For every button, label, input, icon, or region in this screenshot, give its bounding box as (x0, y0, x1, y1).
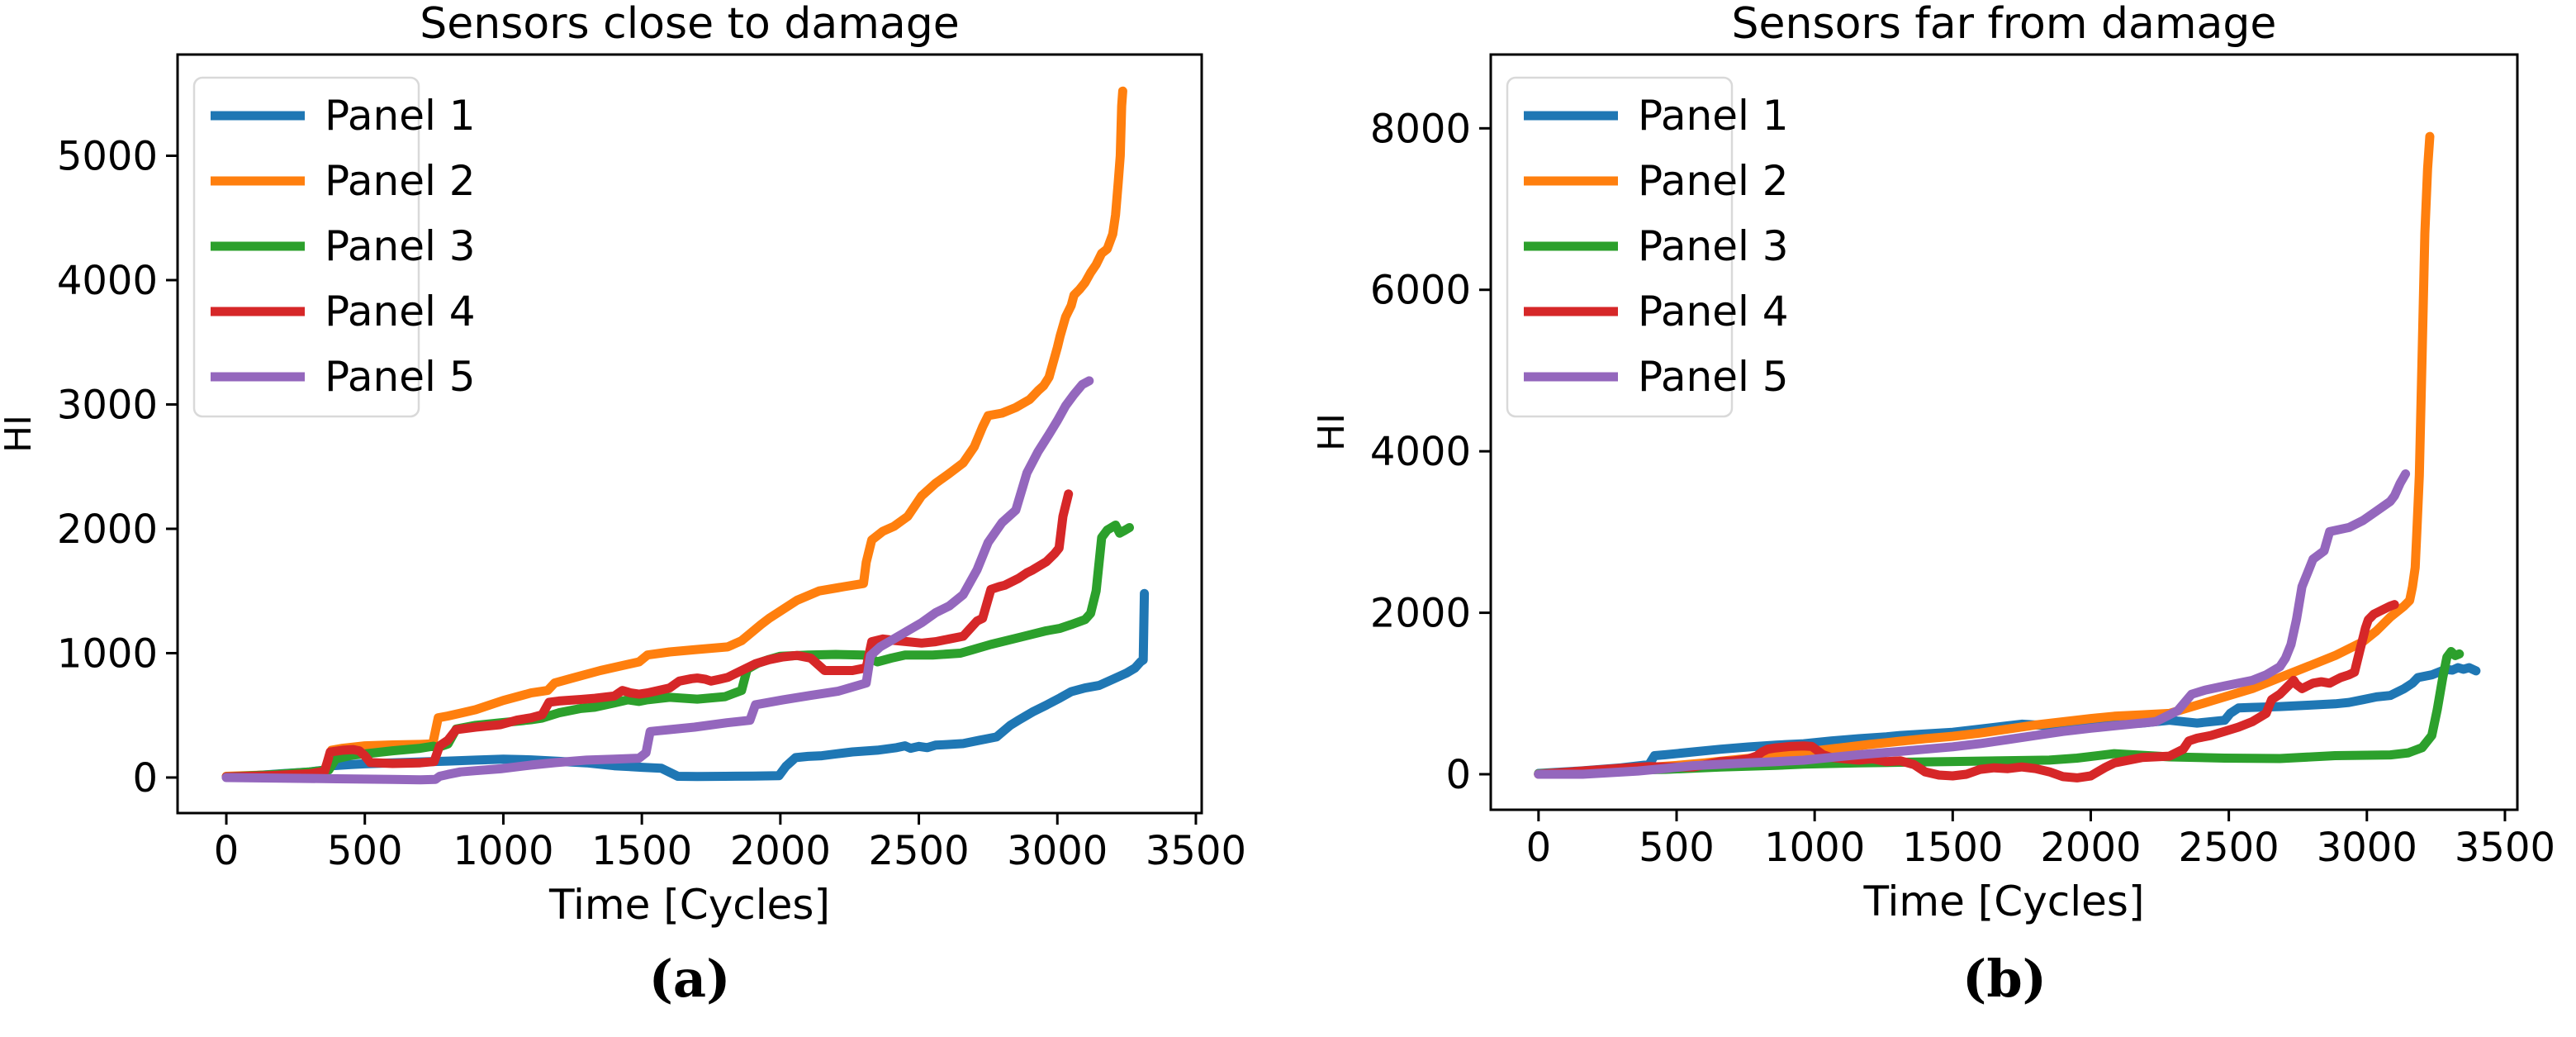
series-line-panel-3 (221, 521, 1134, 782)
y-tick-label: 1000 (57, 630, 158, 677)
legend-label: Panel 2 (325, 157, 476, 205)
series-line-panel-5 (221, 376, 1094, 785)
chart-sensors-close-to-damage: 0 500 1000 1500 2000 2500 3000 3500 0 1000 2000 300… (0, 0, 1246, 929)
legend-box (1506, 76, 1734, 418)
series-line-panel-5 (1534, 469, 2411, 779)
x-tick-label: 1500 (591, 828, 692, 874)
legend-label: Panel 4 (1638, 288, 1789, 335)
series-line-panel-4 (221, 489, 1074, 782)
x-tick-label: 2000 (730, 828, 831, 874)
x-tick-label: 500 (327, 828, 403, 874)
legend: Panel 1 Panel 2 Panel 3 Panel 4 Panel 5 (192, 76, 476, 418)
legend-label: Panel 5 (325, 353, 476, 401)
x-tick-label: 1000 (1764, 825, 1865, 871)
legend: Panel 1 Panel 2 Panel 3 Panel 4 Panel 5 (1506, 76, 1789, 418)
series-line-panel-4 (1534, 600, 2399, 783)
x-tick-label: 3500 (2455, 825, 2555, 871)
x-tick-label: 500 (1639, 825, 1715, 871)
subfigure-caption-b: (b) (1962, 949, 2047, 1009)
plot-frame (176, 53, 1203, 815)
legend-label: Panel 4 (325, 288, 476, 335)
series-line-panel-2 (221, 86, 1127, 781)
x-tick-label: 1000 (453, 828, 553, 874)
legend-label: Panel 3 (325, 222, 476, 270)
y-axis-label: HI (0, 415, 40, 453)
y-tick-label: 4000 (1370, 429, 1471, 475)
x-tick-label: 0 (1526, 825, 1552, 871)
legend-label: Panel 3 (1638, 222, 1789, 270)
legend-label: Panel 5 (1638, 353, 1789, 401)
x-tick-label: 3000 (2317, 825, 2417, 871)
y-tick-label: 0 (132, 755, 158, 802)
y-tick-label: 2000 (1370, 591, 1471, 637)
legend-label: Panel 1 (325, 92, 476, 140)
x-tick-label: 2500 (868, 828, 969, 874)
chart-title: Sensors far from damage (1732, 0, 2277, 49)
y-tick-label: 8000 (1370, 106, 1471, 152)
y-tick-label: 3000 (57, 382, 158, 428)
subfigure-caption-a: (a) (648, 949, 731, 1009)
x-tick-label: 3000 (1007, 828, 1108, 874)
y-tick-label: 5000 (57, 134, 158, 180)
y-tick-label: 4000 (57, 258, 158, 304)
y-axis-label: HI (1311, 413, 1353, 451)
x-tick-label: 2000 (2040, 825, 2141, 871)
plot-frame (1489, 53, 2519, 811)
y-tick-label: 6000 (1370, 268, 1471, 314)
x-tick-label: 2500 (2179, 825, 2279, 871)
chart-sensors-far-from-damage: 0 500 1000 1500 2000 2500 3000 3500 0 2000 4000 600… (1311, 0, 2555, 925)
chart-title: Sensors close to damage (420, 0, 959, 49)
x-tick-label: 1500 (1902, 825, 2003, 871)
legend-label: Panel 2 (1638, 157, 1789, 205)
legend-box (192, 76, 420, 418)
y-tick-label: 2000 (57, 507, 158, 553)
legend-label: Panel 1 (1638, 92, 1789, 140)
x-tick-label: 3500 (1146, 828, 1246, 874)
x-tick-label: 0 (214, 828, 240, 874)
x-axis-label: Time [Cycles] (1863, 878, 2145, 925)
y-tick-label: 0 (1445, 752, 1471, 798)
x-axis-label: Time [Cycles] (548, 881, 830, 929)
